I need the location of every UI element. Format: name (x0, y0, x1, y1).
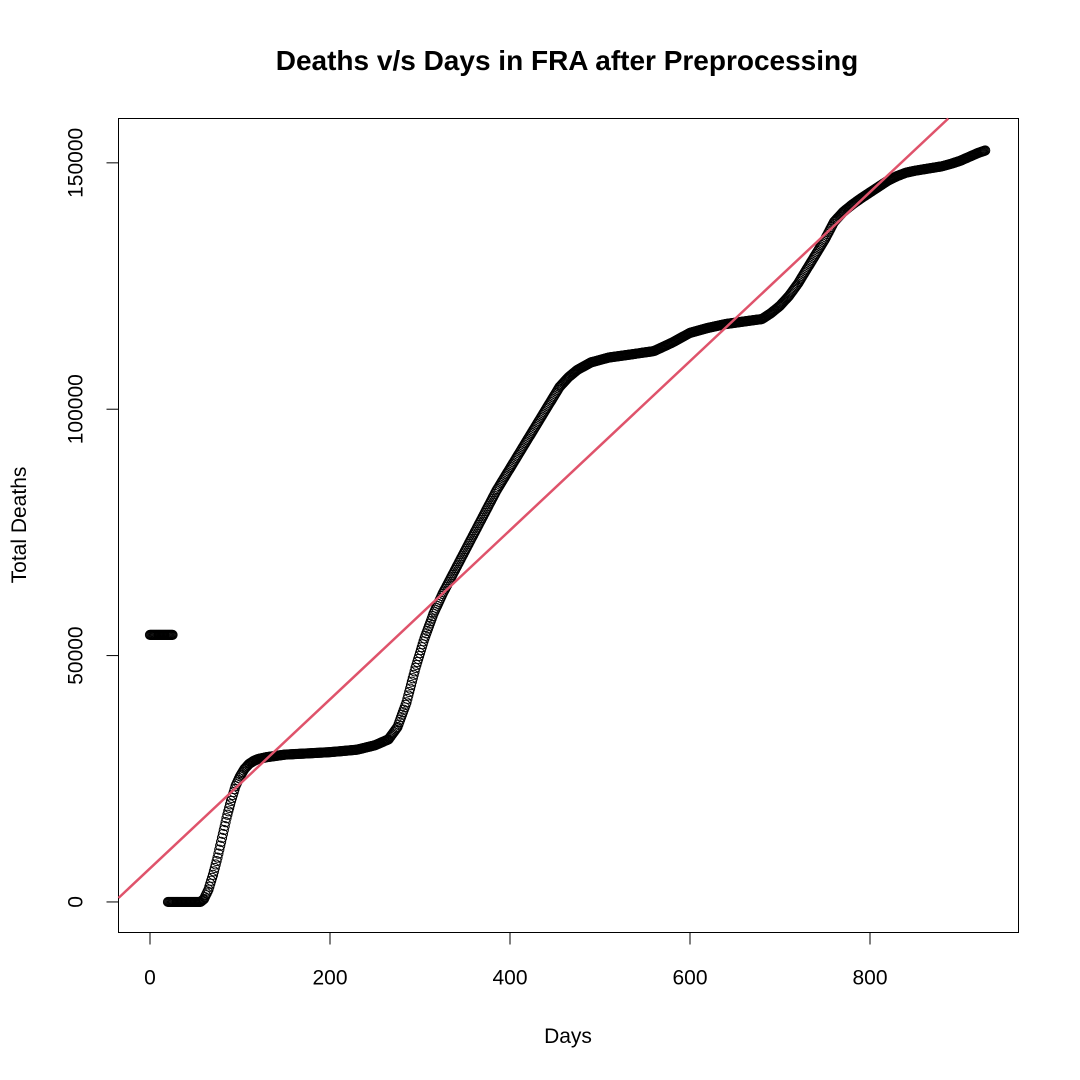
y-axis: 0 50000 100000 150000 (65, 128, 119, 908)
x-tick-label: 200 (312, 967, 347, 990)
data-point (214, 844, 225, 855)
x-axis-label: Days (544, 1025, 592, 1048)
x-tick-label: 0 (144, 967, 156, 990)
data-point (197, 895, 208, 906)
y-tick-label: 100000 (65, 374, 88, 444)
data-point (218, 824, 229, 836)
data-point (980, 145, 991, 156)
x-tick-label: 600 (672, 967, 707, 990)
y-tick-label: 150000 (65, 128, 88, 198)
data-point (216, 832, 228, 843)
y-tick-label: 50000 (65, 626, 88, 684)
x-tick-label: 800 (852, 967, 887, 990)
data-point (215, 840, 226, 851)
x-tick-label: 400 (492, 967, 527, 990)
chart-title: Deaths v/s Days in FRA after Preprocessi… (276, 45, 859, 76)
y-tick-label: 0 (65, 896, 88, 908)
data-point (389, 725, 400, 736)
y-axis-label: Total Deaths (8, 467, 31, 584)
data-point (212, 852, 223, 863)
data-point (220, 817, 231, 828)
data-point (202, 886, 213, 897)
data-point (213, 848, 224, 859)
fit-line-layer (117, 117, 950, 899)
data-point (167, 629, 178, 640)
data-point (216, 836, 227, 847)
data-point (219, 820, 230, 832)
x-axis: 0 200 400 600 800 (144, 932, 888, 990)
fit-line (117, 117, 950, 899)
data-point (217, 828, 228, 840)
